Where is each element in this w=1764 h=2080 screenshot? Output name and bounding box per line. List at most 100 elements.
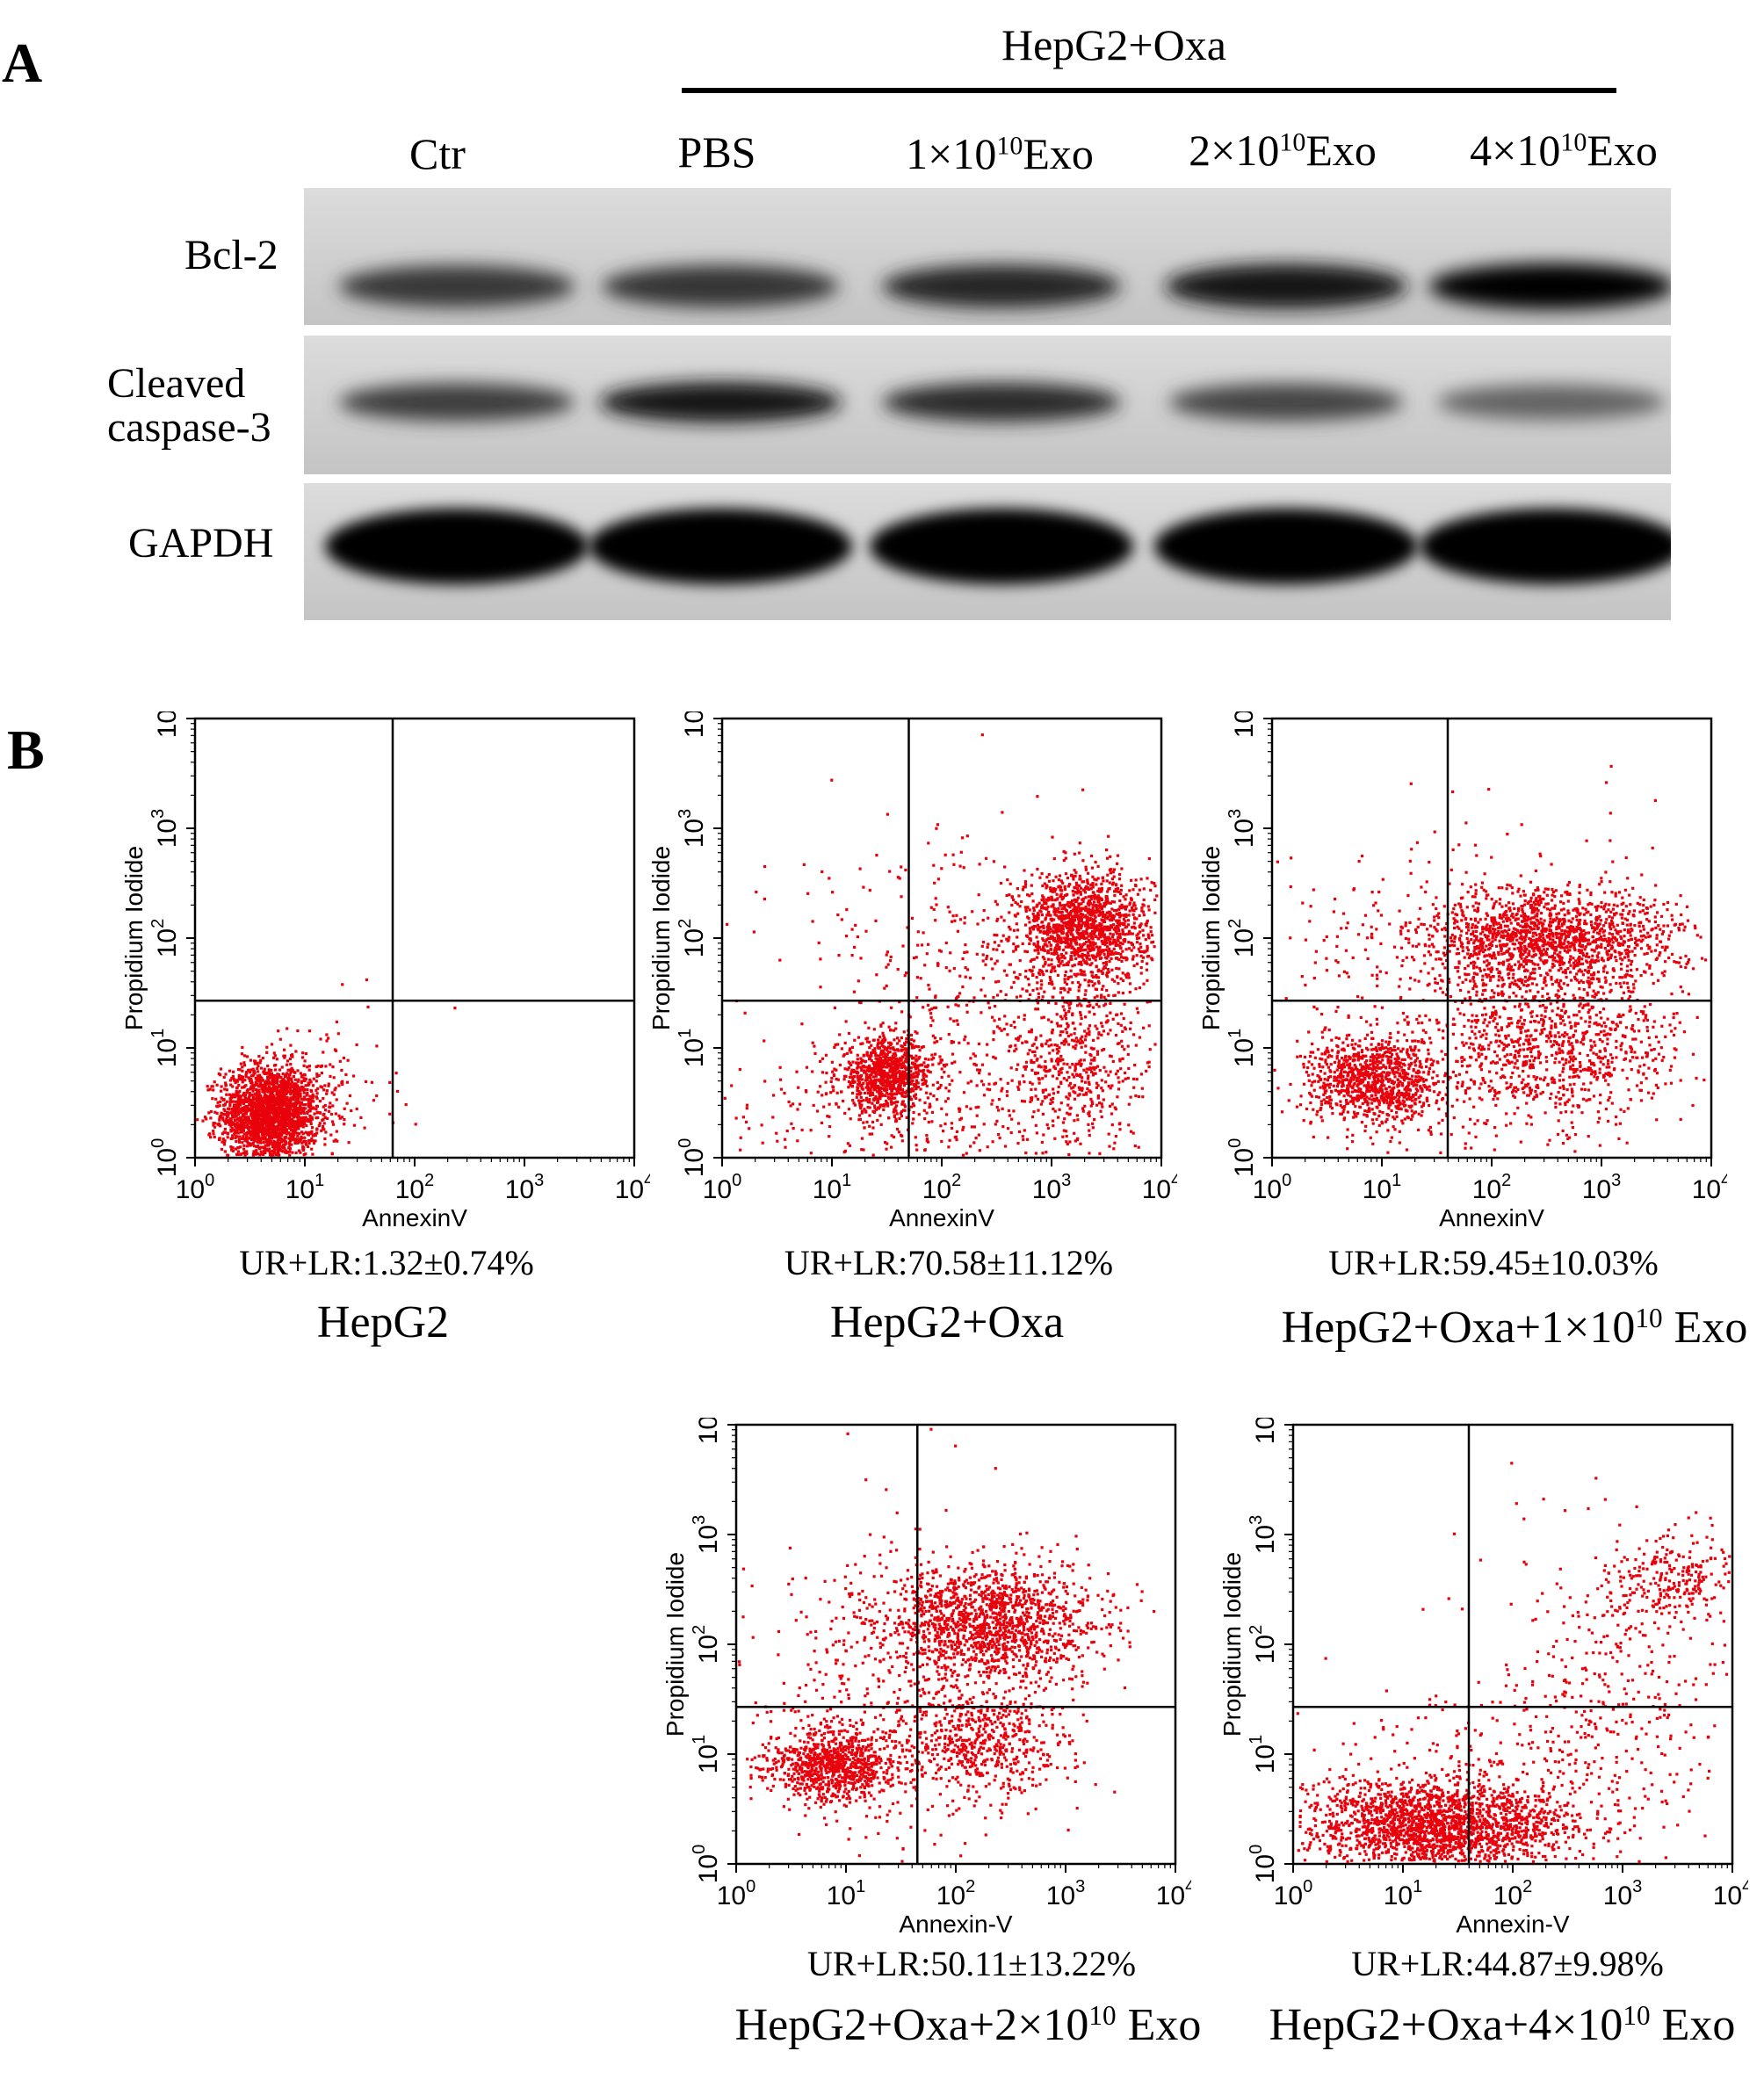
lane-label-pbs: PBS bbox=[677, 127, 756, 177]
scatter-points bbox=[723, 733, 1159, 1157]
blot-band-1 bbox=[339, 383, 575, 422]
x-tick-label: 101 bbox=[1363, 1171, 1402, 1204]
scatter-points bbox=[1296, 1462, 1731, 1863]
y-tick-label: 104 bbox=[148, 711, 182, 738]
lane-label-ctr: Ctr bbox=[409, 129, 466, 178]
panel-a-letter: A bbox=[2, 32, 43, 94]
y-tick-label: 103 bbox=[148, 809, 182, 849]
caption-2e10: HepG2+Oxa+2×1010 Exo bbox=[734, 1999, 1202, 2050]
y-axis-title: Propidium Iodide bbox=[123, 846, 148, 1030]
x-tick-label: 100 bbox=[1253, 1171, 1292, 1204]
caption-4e10: HepG2+Oxa+4×1010 Exo bbox=[1269, 1999, 1736, 2050]
blot-band-4 bbox=[1165, 264, 1407, 309]
x-tick-label: 100 bbox=[703, 1171, 742, 1204]
x-tick-label: 101 bbox=[813, 1171, 852, 1204]
x-tick-label: 102 bbox=[936, 1877, 976, 1910]
lane-label-1e10: 1×1010Exo bbox=[906, 129, 1094, 178]
blot-cleaved-caspase3-svg bbox=[304, 336, 1671, 474]
y-tick-label: 102 bbox=[676, 919, 709, 958]
blot-band-1 bbox=[338, 265, 575, 307]
x-tick-label: 102 bbox=[1493, 1877, 1533, 1910]
blot-band-3 bbox=[882, 264, 1121, 308]
y-tick-label: 102 bbox=[1225, 919, 1259, 958]
x-tick-label: 104 bbox=[1692, 1171, 1727, 1204]
x-tick-label: 102 bbox=[922, 1171, 962, 1204]
x-axis-title: Annexin-V bbox=[899, 1910, 1013, 1938]
x-tick-label: 100 bbox=[176, 1171, 215, 1204]
y-tick-label: 104 bbox=[1225, 711, 1259, 738]
stat-2e10: UR+LR:50.11±13.22% bbox=[806, 1944, 1137, 1983]
x-tick-label: 100 bbox=[717, 1877, 756, 1910]
row-label-gapdh: GAPDH bbox=[128, 520, 274, 567]
y-tick-label: 101 bbox=[676, 1029, 709, 1068]
blot-band-5 bbox=[1437, 385, 1666, 420]
y-axis-title: Propidium Iodide bbox=[1200, 846, 1225, 1030]
x-axis-title: AnnexinV bbox=[889, 1204, 994, 1231]
y-tick-label: 101 bbox=[1247, 1735, 1280, 1774]
caption-hepg2: HepG2 bbox=[316, 1297, 450, 1347]
caption-1e10: HepG2+Oxa+1×1010 Exo bbox=[1281, 1302, 1748, 1353]
plot-frame bbox=[1291, 1423, 1734, 1866]
blot-band-2 bbox=[599, 381, 842, 423]
x-tick-label: 103 bbox=[1582, 1171, 1622, 1204]
y-tick-label: 102 bbox=[690, 1625, 723, 1665]
scatter-points bbox=[196, 978, 457, 1157]
stat-1e10: UR+LR:59.45±10.03% bbox=[1328, 1243, 1659, 1282]
scatter-points bbox=[737, 1427, 1156, 1863]
y-tick-label: 104 bbox=[676, 711, 709, 738]
x-axis-title: AnnexinV bbox=[362, 1204, 467, 1231]
x-tick-label: 103 bbox=[505, 1171, 545, 1204]
blot-band-2 bbox=[589, 508, 852, 585]
y-tick-label: 100 bbox=[1247, 1845, 1280, 1884]
x-tick-label: 101 bbox=[286, 1171, 325, 1204]
y-tick-label: 101 bbox=[690, 1735, 723, 1774]
x-tick-label: 104 bbox=[615, 1171, 650, 1204]
blot-band-5 bbox=[1420, 508, 1671, 585]
blot-band-4 bbox=[1154, 508, 1418, 585]
y-tick-label: 104 bbox=[1247, 1418, 1280, 1444]
y-tick-label: 100 bbox=[690, 1845, 723, 1884]
blot-band-3 bbox=[882, 382, 1121, 422]
y-axis-title: Propidium Iodide bbox=[664, 1552, 689, 1737]
stat-hepg2-oxa: UR+LR:70.58±11.12% bbox=[784, 1243, 1114, 1282]
y-tick-label: 103 bbox=[676, 809, 709, 849]
blot-band-5 bbox=[1428, 263, 1671, 310]
x-axis-title: Annexin-V bbox=[1456, 1910, 1570, 1938]
x-tick-label: 103 bbox=[1032, 1171, 1072, 1204]
row-label-bcl2: Bcl-2 bbox=[184, 232, 278, 278]
y-axis-title: Propidium Iodide bbox=[650, 846, 675, 1030]
blot-cleaved-caspase3 bbox=[304, 336, 1671, 474]
blot-gapdh-svg bbox=[304, 483, 1671, 620]
blot-bcl2 bbox=[304, 188, 1671, 325]
y-tick-label: 100 bbox=[148, 1138, 182, 1178]
x-tick-label: 104 bbox=[1156, 1877, 1191, 1910]
y-tick-label: 102 bbox=[1247, 1625, 1280, 1665]
x-tick-label: 102 bbox=[1472, 1171, 1512, 1204]
scatter-points bbox=[1273, 764, 1708, 1154]
y-tick-label: 103 bbox=[690, 1515, 723, 1555]
stat-4e10: UR+LR:44.87±9.98% bbox=[1351, 1944, 1664, 1983]
panel-b-letter: B bbox=[7, 719, 45, 781]
x-tick-label: 102 bbox=[395, 1171, 435, 1204]
y-tick-label: 100 bbox=[676, 1138, 709, 1178]
x-tick-label: 103 bbox=[1603, 1877, 1643, 1910]
stat-hepg2: UR+LR:1.32±0.74% bbox=[239, 1243, 534, 1282]
row-label-cleaved-caspase3: Cleaved caspase-3 bbox=[107, 360, 271, 451]
y-tick-label: 102 bbox=[148, 919, 182, 958]
group-bracket-line bbox=[682, 88, 1616, 93]
x-tick-label: 100 bbox=[1274, 1877, 1313, 1910]
blot-band-1 bbox=[325, 508, 589, 585]
group-label: HepG2+Oxa bbox=[1001, 20, 1226, 69]
x-tick-label: 101 bbox=[827, 1877, 866, 1910]
blot-band-4 bbox=[1168, 383, 1404, 422]
plot-frame bbox=[193, 717, 636, 1159]
y-tick-label: 100 bbox=[1225, 1138, 1259, 1178]
